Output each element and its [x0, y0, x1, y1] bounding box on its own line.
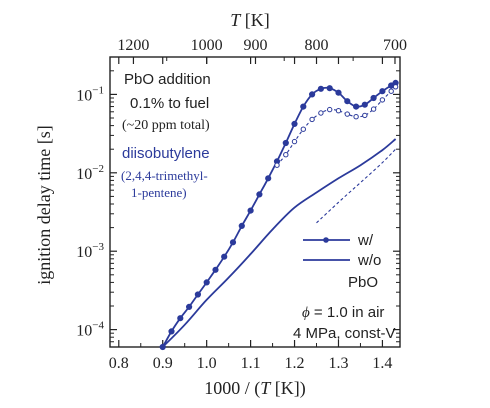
series-point-2	[300, 126, 306, 132]
bottom-tick-label: 1.4	[372, 355, 392, 372]
series-point-0	[379, 88, 386, 95]
series-layer	[159, 79, 399, 351]
annotation-pbo-line2: 0.1% to fuel	[130, 95, 209, 112]
series-point-2	[379, 97, 386, 103]
series-point-2	[388, 88, 394, 94]
top-tick-label: 700	[383, 37, 407, 54]
series-point-0	[194, 291, 201, 298]
legend-marker-w	[323, 237, 329, 243]
series-point-2	[353, 114, 359, 120]
series-point-0	[370, 94, 377, 102]
series-point-0	[212, 266, 219, 273]
annotation-fuel-name: diisobutylene	[122, 145, 210, 162]
condition-line1: ϕ = 1.0 in air	[302, 304, 384, 321]
left-axis-title: ignition delay time [s]	[34, 125, 54, 284]
bottom-axis-title: 1000 / (T [K])	[204, 378, 306, 399]
top-tick-label: 800	[305, 37, 329, 54]
series-point-2	[283, 152, 289, 158]
legend-group-label: PbO	[348, 274, 378, 291]
annotation-pbo-line3: (~20 ppm total)	[122, 118, 210, 133]
series-point-0	[282, 139, 289, 147]
annotation-pbo-line1: PbO addition	[124, 71, 211, 88]
series-line-1	[162, 138, 397, 348]
series-point-0	[168, 328, 175, 335]
series-point-0	[256, 191, 263, 198]
series-point-0	[317, 85, 324, 92]
bottom-tick-label: 0.9	[153, 355, 173, 372]
series-point-0	[335, 89, 342, 96]
series-point-0	[203, 279, 210, 286]
bottom-tick-label: 1.1	[241, 355, 261, 372]
series-line-2	[276, 86, 396, 166]
bottom-tick-label: 1.3	[328, 355, 348, 372]
series-point-0	[247, 207, 254, 214]
left-tick-label: 10−3	[76, 241, 104, 261]
legend-label-wo: w/o	[357, 252, 381, 269]
left-tick-label: 10−4	[76, 320, 104, 340]
series-point-2	[327, 106, 333, 113]
series-line-0	[161, 82, 397, 348]
series-line-3	[316, 148, 396, 224]
series-point-2	[291, 138, 298, 145]
series-point-0	[326, 85, 333, 92]
top-tick-label: 1200	[117, 37, 149, 54]
series-point-0	[221, 253, 228, 260]
annotation-fuel-sub1: (2,4,4-trimethyl-	[121, 168, 208, 183]
series-point-2	[362, 112, 368, 119]
series-point-0	[238, 222, 245, 229]
series-point-0	[229, 239, 237, 246]
bottom-tick-label: 1.2	[285, 355, 305, 372]
top-axis-title: T [K]	[230, 10, 270, 30]
series-point-2	[335, 108, 342, 114]
series-point-0	[361, 101, 368, 108]
left-tick-label: 10−2	[76, 163, 104, 183]
annotation-fuel-sub2: 1-pentene)	[131, 185, 187, 200]
series-point-0	[265, 175, 272, 182]
series-point-2	[392, 84, 399, 90]
series-point-0	[309, 91, 316, 98]
series-point-0	[186, 303, 193, 310]
top-tick-label: 1000	[191, 37, 223, 54]
bottom-tick-label: 0.8	[109, 355, 129, 372]
series-point-0	[177, 315, 184, 322]
series-point-2	[344, 111, 350, 117]
legend-label-w: w/	[357, 232, 374, 249]
left-axis-ticks: 10−4 10−3 10−2 10−1	[76, 70, 400, 348]
series-point-2	[318, 110, 324, 116]
series-point-2	[274, 162, 280, 168]
series-point-0	[353, 103, 360, 110]
series-point-0	[344, 98, 351, 105]
series-point-0	[291, 120, 298, 128]
condition-line2: 4 MPa, const-V	[293, 325, 396, 342]
series-point-2	[309, 116, 315, 123]
left-tick-label: 10−1	[76, 84, 104, 104]
top-tick-label: 900	[243, 37, 267, 54]
series-point-0	[300, 103, 307, 110]
series-point-2	[370, 106, 377, 112]
bottom-axis-ticks: 0.8 0.9 1.0 1.1 1.2 1.3 1.4	[109, 57, 392, 372]
top-axis-ticks: 1200 1000 900 800 700	[117, 37, 407, 64]
bottom-tick-label: 1.0	[197, 355, 217, 372]
legend: w/ w/o PbO	[303, 232, 381, 291]
